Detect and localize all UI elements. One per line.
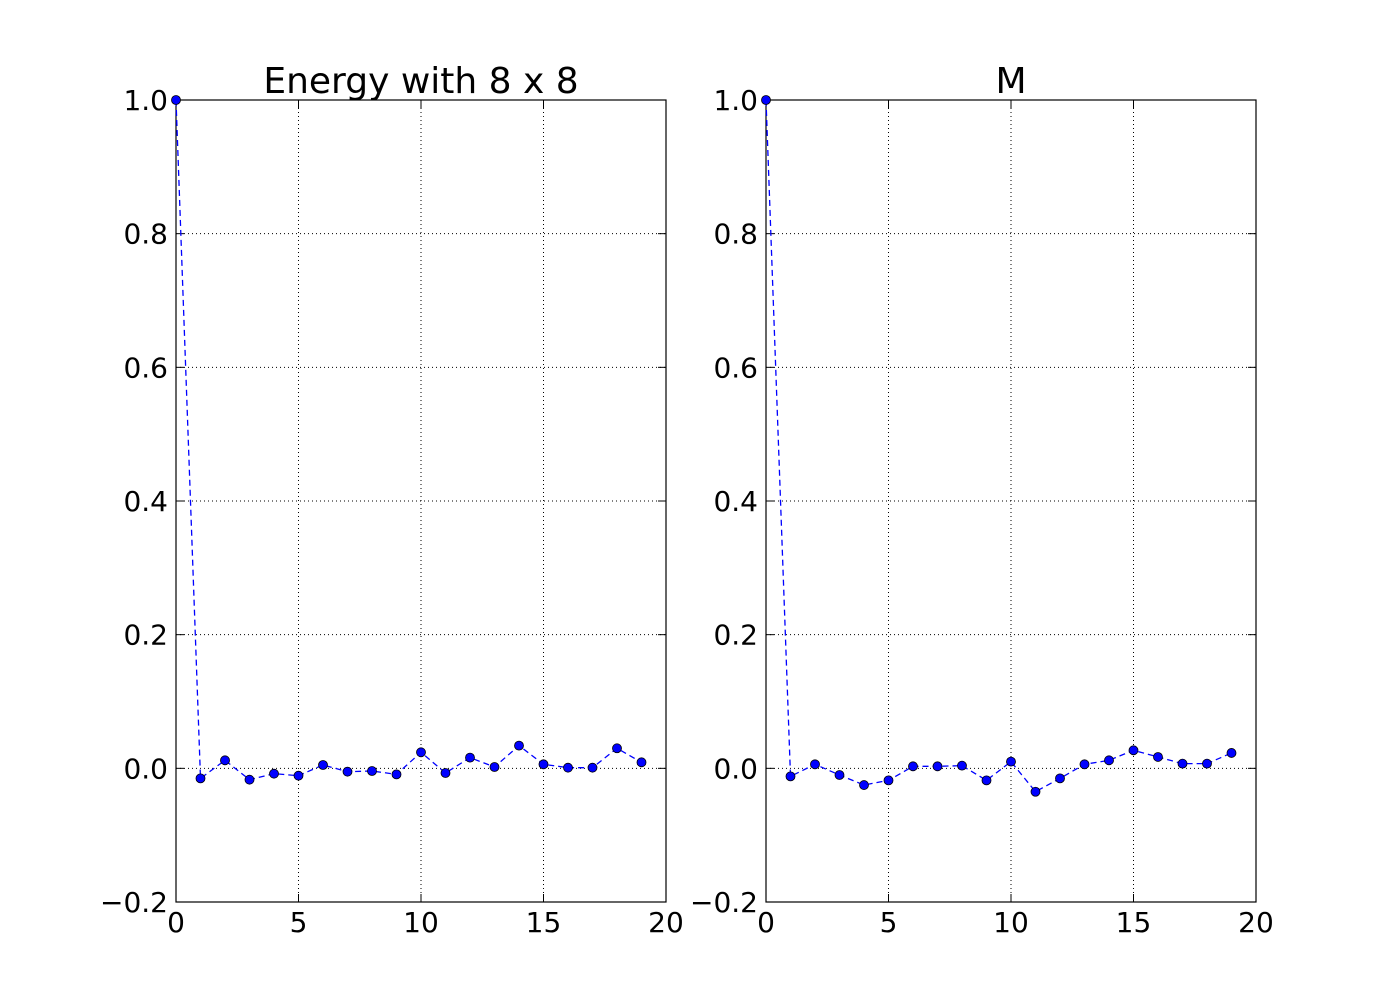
m-data-point — [1153, 752, 1163, 762]
m-data-point — [1030, 786, 1041, 797]
m-axes-frame — [765, 99, 1257, 903]
energy-y-tick-label: 0.0 — [123, 752, 168, 785]
m-data-point — [1202, 758, 1212, 769]
energy-data-point — [489, 762, 500, 772]
energy-y-tick-label: 0.8 — [123, 218, 168, 251]
m-y-tick-label: 0.8 — [713, 218, 758, 251]
m-data-point — [932, 761, 943, 772]
m-data-point — [1055, 773, 1065, 784]
energy-data-point — [514, 740, 524, 751]
m-x-tick-label: 5 — [880, 906, 898, 939]
energy-data-point — [367, 766, 377, 776]
energy-y-tick-label: 0.4 — [123, 485, 168, 518]
energy-data-point — [440, 768, 451, 778]
energy-data-point — [195, 773, 206, 784]
energy-subplot: Energy with 8 x 8 0 5 10 15 20 −0.2 0.0 0.2 0.4 0… — [100, 61, 684, 939]
m-y-tick-label: −0.2 — [690, 886, 758, 919]
m-y-tick-label: 0.2 — [713, 619, 758, 652]
m-data-point — [1079, 759, 1090, 770]
energy-data-point — [293, 770, 304, 781]
m-data-point — [883, 775, 894, 786]
energy-data-point — [465, 752, 475, 763]
m-data-point — [1128, 745, 1139, 756]
m-data-point — [981, 775, 992, 786]
m-x-tick-label: 15 — [1116, 906, 1152, 939]
energy-y-tick-label: 0.2 — [123, 619, 168, 652]
energy-subplot-title: Energy with 8 x 8 — [263, 61, 578, 102]
m-y-tick-label: 0.0 — [713, 752, 758, 785]
energy-axes-frame — [175, 99, 667, 903]
m-data-point — [1177, 758, 1188, 769]
m-data-point — [1226, 748, 1237, 758]
energy-data-point — [269, 768, 279, 779]
m-data-point — [810, 759, 820, 770]
energy-data-point — [612, 743, 622, 754]
m-y-tick-label: 0.4 — [713, 485, 758, 518]
m-data-point — [859, 780, 869, 790]
m-data-point — [1006, 756, 1016, 767]
m-data-point — [761, 95, 771, 105]
energy-x-tick-label: 15 — [526, 906, 562, 939]
energy-y-tick-label: −0.2 — [100, 886, 168, 919]
energy-data-point — [563, 762, 573, 773]
energy-data-point — [391, 769, 402, 780]
energy-x-tick-label: 20 — [648, 906, 684, 939]
energy-data-point — [636, 757, 647, 768]
m-data-point — [834, 770, 845, 780]
energy-data-point — [416, 747, 426, 758]
energy-data-point — [538, 759, 549, 770]
m-data-point — [908, 761, 918, 772]
m-subplot: M 0 5 10 15 20 −0.2 0.0 0.2 0.4 0.6 0.8 1.0 — [690, 61, 1274, 939]
m-data-point — [785, 771, 796, 782]
energy-x-tick-label: 5 — [290, 906, 308, 939]
m-y-tick-label: 1.0 — [713, 84, 758, 117]
energy-y-tick-label: 1.0 — [123, 84, 168, 117]
energy-data-point — [318, 760, 328, 770]
energy-data-point — [244, 774, 255, 785]
energy-data-point — [171, 95, 181, 105]
energy-data-point — [220, 755, 230, 766]
energy-data-point — [587, 762, 598, 773]
m-x-tick-label: 20 — [1238, 906, 1274, 939]
energy-x-tick-label: 0 — [167, 906, 185, 939]
m-data-point — [957, 760, 967, 771]
m-x-tick-label: 10 — [993, 906, 1029, 939]
m-x-tick-label: 0 — [757, 906, 775, 939]
m-y-tick-label: 0.6 — [713, 351, 758, 384]
energy-x-tick-label: 10 — [403, 906, 439, 939]
m-data-point — [1104, 755, 1114, 766]
energy-data-point — [342, 766, 353, 777]
energy-y-tick-label: 0.6 — [123, 351, 168, 384]
m-subplot-title: M — [995, 61, 1026, 102]
